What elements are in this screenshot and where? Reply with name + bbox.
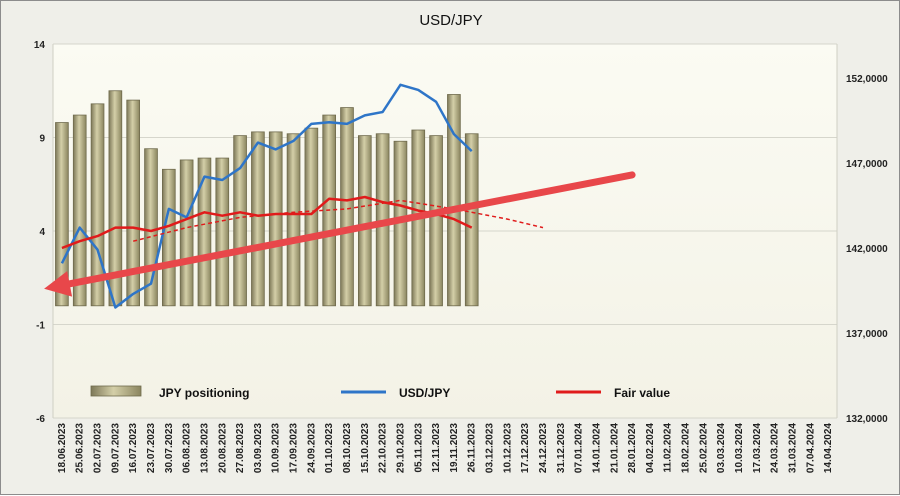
x-tick-label: 17.03.2024 — [752, 423, 763, 473]
annotation-arrow — [44, 171, 636, 297]
x-tick-label: 24.09.2023 — [306, 423, 317, 473]
x-tick-label: 30.07.2023 — [164, 423, 175, 473]
x-tick-label: 16.07.2023 — [128, 423, 139, 473]
x-tick-label: 10.12.2023 — [502, 423, 513, 473]
right-tick-label: 152,0000 — [846, 74, 888, 85]
x-tick-label: 10.03.2024 — [734, 423, 745, 473]
x-tick-label: 03.09.2023 — [253, 423, 264, 473]
x-tick-label: 07.04.2024 — [805, 423, 816, 473]
bar-jpy-positioning — [429, 135, 443, 307]
bar-jpy-positioning — [447, 94, 461, 307]
bar-jpy-positioning — [72, 114, 87, 307]
legend-swatch-bar — [90, 385, 142, 397]
x-tick-label: 04.02.2024 — [645, 423, 656, 473]
x-tick-label: 14.04.2024 — [823, 423, 834, 473]
legend-label: USD/JPY — [399, 386, 450, 400]
x-tick-label: 12.11.2023 — [431, 423, 442, 473]
x-tick-label: 17.09.2023 — [289, 423, 300, 473]
bar-jpy-positioning — [233, 135, 247, 307]
left-tick-label: 4 — [39, 227, 45, 238]
x-tick-label: 10.09.2023 — [271, 423, 282, 473]
x-tick-label: 05.11.2023 — [413, 423, 424, 473]
x-tick-label: 11.02.2024 — [663, 423, 674, 473]
bar-jpy-positioning — [268, 131, 283, 307]
x-tick-label: 26.11.2023 — [467, 423, 478, 473]
bar-jpy-positioning — [197, 157, 212, 307]
x-tick-label: 07.01.2024 — [574, 423, 585, 473]
x-tick-label: 24.12.2023 — [538, 423, 549, 473]
x-tick-label: 25.02.2024 — [698, 423, 709, 473]
x-tick-label: 31.03.2024 — [787, 423, 798, 473]
x-tick-label: 21.01.2024 — [609, 423, 620, 473]
bar-jpy-positioning — [304, 127, 319, 307]
bar-jpy-positioning — [215, 157, 230, 307]
bar-series-jpy-positioning — [55, 90, 479, 307]
left-axis-ticks: 14 9 4 -1 -6 — [34, 40, 46, 425]
left-tick-label: 14 — [34, 40, 46, 51]
legend-label: Fair value — [614, 386, 670, 400]
x-tick-label: 23.07.2023 — [146, 423, 157, 473]
line-series — [60, 83, 544, 309]
bar-jpy-positioning — [162, 168, 176, 307]
x-tick-label: 25.06.2023 — [75, 423, 86, 473]
bar-jpy-positioning — [340, 107, 354, 307]
left-tick-label: -6 — [36, 414, 45, 425]
x-tick-label: 29.10.2023 — [395, 423, 406, 473]
series-line-trend — [132, 199, 544, 242]
legend: JPY positioning USD/JPY Fair value — [90, 385, 670, 400]
x-tick-label: 27.08.2023 — [235, 423, 246, 473]
right-tick-label: 142,0000 — [846, 244, 888, 255]
bar-jpy-positioning — [90, 103, 105, 307]
x-tick-label: 31.12.2023 — [556, 423, 567, 473]
bar-jpy-positioning — [358, 135, 372, 307]
arrow-head — [44, 271, 73, 297]
x-tick-label: 19.11.2023 — [449, 423, 460, 473]
x-tick-label: 03.03.2024 — [716, 423, 727, 473]
x-tick-label: 22.10.2023 — [378, 423, 389, 473]
bar-jpy-positioning — [126, 99, 140, 307]
bar-jpy-positioning — [464, 133, 479, 307]
x-tick-label: 06.08.2023 — [182, 423, 193, 473]
x-tick-label: 14.01.2024 — [591, 423, 602, 473]
x-tick-label: 15.10.2023 — [360, 423, 371, 473]
right-tick-label: 147,0000 — [846, 159, 888, 170]
x-axis-ticks: 18.06.2023 25.06.2023 02.07.2023 09.07.2023… — [57, 423, 834, 473]
right-axis-ticks: 152,0000 147,0000 142,0000 137,0000 132,0000 — [846, 74, 888, 425]
bar-jpy-positioning — [286, 133, 301, 307]
arrow-shaft — [66, 171, 636, 288]
chart-title: USD/JPY — [419, 12, 482, 29]
x-tick-label: 09.07.2023 — [110, 423, 121, 473]
bar-jpy-positioning — [179, 159, 194, 307]
x-tick-label: 17.12.2023 — [520, 423, 531, 473]
x-tick-label: 28.01.2024 — [627, 423, 638, 473]
right-tick-label: 132,0000 — [846, 414, 888, 425]
left-tick-label: 9 — [39, 134, 45, 145]
legend-label: JPY positioning — [159, 386, 249, 400]
x-tick-label: 18.02.2024 — [681, 423, 692, 473]
left-tick-label: -1 — [36, 321, 45, 332]
bar-jpy-positioning — [251, 131, 265, 307]
x-tick-label: 13.08.2023 — [199, 423, 210, 473]
series-line-usd-jpy — [60, 83, 473, 309]
x-tick-label: 18.06.2023 — [57, 423, 68, 473]
x-tick-label: 20.08.2023 — [217, 423, 228, 473]
x-tick-label: 01.10.2023 — [324, 423, 335, 473]
x-tick-label: 03.12.2023 — [485, 423, 496, 473]
x-tick-label: 08.10.2023 — [342, 423, 353, 473]
x-tick-label: 24.03.2024 — [770, 423, 781, 473]
right-tick-label: 137,0000 — [846, 329, 888, 340]
bar-jpy-positioning — [55, 122, 69, 307]
x-tick-label: 02.07.2023 — [93, 423, 104, 473]
